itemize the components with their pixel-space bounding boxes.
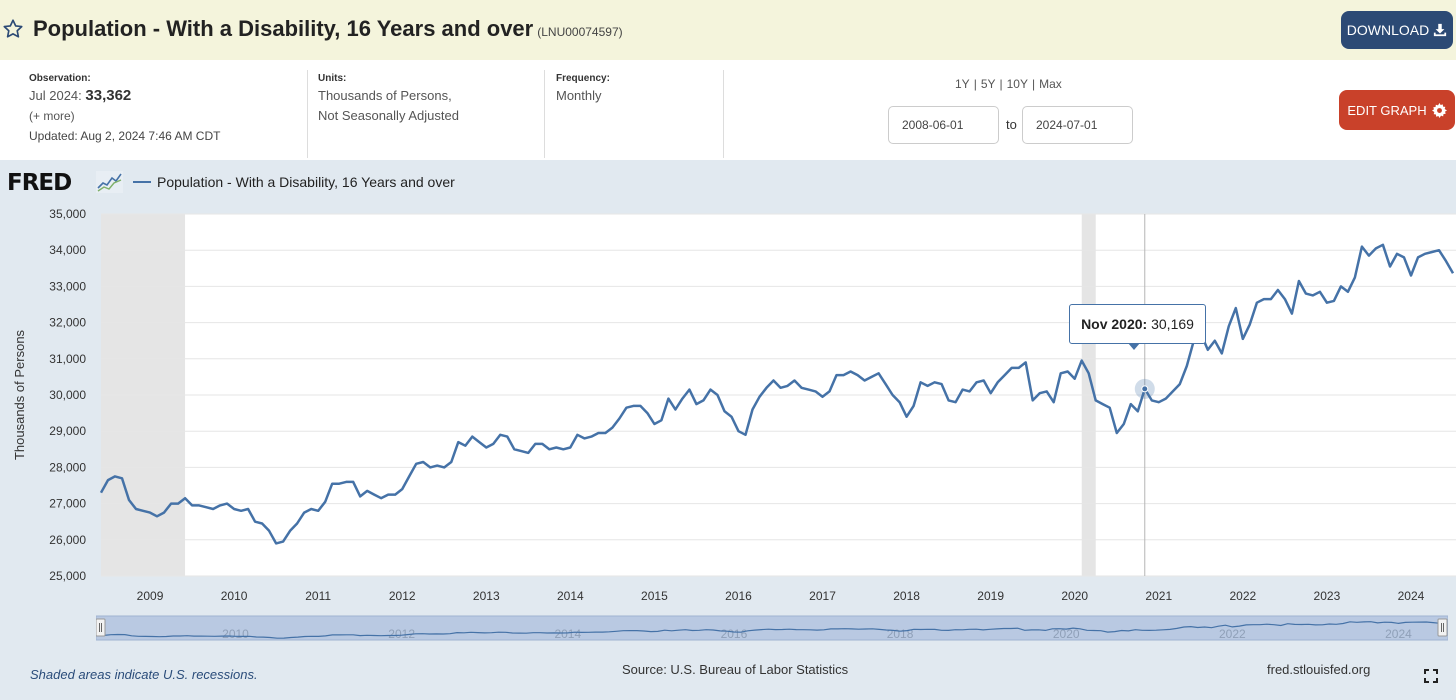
x-tick-label: 2017 [809, 589, 836, 603]
y-tick-label: 32,000 [49, 316, 86, 330]
x-tick-label: 2011 [305, 589, 331, 603]
recession-note: Shaded areas indicate U.S. recessions. [30, 667, 258, 682]
y-tick-label: 29,000 [49, 424, 86, 438]
range-1y[interactable]: 1Y [955, 77, 970, 91]
series-id: (LNU00074597) [537, 25, 623, 39]
x-tick-label: 2024 [1398, 589, 1425, 603]
title-bar: Population - With a Disability, 16 Years… [0, 0, 1456, 60]
range-10y[interactable]: 10Y [1006, 77, 1028, 91]
range-links: 1Y | 5Y | 10Y | Max [955, 77, 1062, 91]
x-tick-label: 2019 [977, 589, 1004, 603]
tooltip-pointer [1128, 343, 1140, 350]
navigator-tick-label: 2012 [388, 627, 415, 641]
navigator-tick-label: 2020 [1053, 627, 1080, 641]
navigator-line [103, 621, 1441, 639]
y-axis-title: Thousands of Persons [12, 329, 27, 460]
frequency-block: Frequency: Monthly [556, 70, 724, 158]
line-chart[interactable]: 25,000 26,000 27,000 28,000 29,000 30,000 31,0… [0, 196, 1456, 608]
y-tick-label: 25,000 [49, 569, 86, 583]
tooltip-label: Nov 2020: [1081, 316, 1148, 332]
y-tick-label: 34,000 [49, 243, 86, 257]
x-tick-label: 2022 [1229, 589, 1256, 603]
observation-block: Observation: Jul 2024: 33,362 (+ more) U… [29, 70, 308, 158]
source-text: Source: U.S. Bureau of Labor Statistics [622, 662, 849, 677]
y-tick-label: 27,000 [49, 497, 86, 511]
y-tick-label: 33,000 [49, 279, 86, 293]
site-link[interactable]: fred.stlouisfed.org [1267, 662, 1371, 677]
x-tick-label: 2014 [557, 589, 584, 603]
download-label: DOWNLOAD [1346, 22, 1430, 38]
x-tick-label: 2012 [389, 589, 416, 603]
legend-swatch [133, 181, 151, 183]
tooltip-value: 30,169 [1151, 316, 1194, 332]
start-date-input[interactable] [888, 106, 999, 144]
fred-logo[interactable]: FRED [7, 170, 72, 196]
download-icon [1434, 23, 1447, 37]
download-button[interactable]: DOWNLOAD [1341, 11, 1453, 49]
x-tick-label: 2010 [221, 589, 248, 603]
legend-label: Population - With a Disability, 16 Years… [157, 174, 455, 190]
navigator-handle-left[interactable] [96, 618, 106, 637]
y-tick-label: 30,000 [49, 388, 86, 402]
legend: Population - With a Disability, 16 Years… [133, 174, 455, 190]
metadata-bar: Observation: Jul 2024: 33,362 (+ more) U… [0, 60, 1456, 160]
navigator-tick-label: 2018 [887, 627, 914, 641]
units-line-2: Not Seasonally Adjusted [318, 108, 459, 123]
end-date-input[interactable] [1022, 106, 1133, 144]
y-tick-label: 35,000 [49, 207, 86, 221]
page-title: Population - With a Disability, 16 Years… [33, 16, 623, 42]
more-link[interactable]: (+ more) [29, 109, 75, 123]
frequency-label: Frequency: [556, 73, 610, 84]
navigator-tick-label: 2022 [1219, 627, 1246, 641]
navigator-tick-label: 2014 [554, 627, 581, 641]
gear-icon [1431, 102, 1447, 118]
x-tick-label: 2015 [641, 589, 668, 603]
to-label: to [1006, 117, 1017, 132]
x-tick-label: 2020 [1061, 589, 1088, 603]
edit-graph-button[interactable]: EDIT GRAPH [1339, 90, 1455, 130]
x-tick-label: 2018 [893, 589, 920, 603]
navigator-tick-label: 2024 [1385, 627, 1412, 641]
range-5y[interactable]: 5Y [980, 77, 996, 91]
x-tick-label: 2016 [725, 589, 752, 603]
observation-date: Jul 2024: [29, 88, 82, 103]
frequency-value: Monthly [556, 88, 602, 103]
fullscreen-icon[interactable] [1424, 669, 1438, 683]
y-tick-label: 31,000 [49, 352, 86, 366]
x-tick-label: 2021 [1145, 589, 1172, 603]
observation-row: Jul 2024: 33,362 [29, 86, 307, 106]
x-tick-label: 2009 [137, 589, 164, 603]
range-navigator[interactable]: 2010 2012 2014 2016 2018 2020 2022 2024 [96, 614, 1448, 642]
edit-graph-label: EDIT GRAPH [1347, 102, 1427, 118]
y-tick-label: 26,000 [49, 533, 86, 547]
observation-value: 33,362 [85, 87, 132, 104]
navigator-handle-right[interactable] [1437, 618, 1448, 637]
chart-tooltip: Nov 2020: 30,169 [1069, 304, 1206, 344]
updated-text: Updated: Aug 2, 2024 7:46 AM CDT [29, 129, 221, 143]
y-tick-label: 28,000 [49, 460, 86, 474]
line-chart-icon [96, 171, 123, 193]
observation-label: Observation: [29, 73, 91, 84]
navigator-tick-label: 2010 [222, 627, 249, 641]
star-icon[interactable] [2, 18, 24, 40]
series-line [99, 243, 1455, 545]
series-title: Population - With a Disability, 16 Years… [33, 16, 534, 41]
hover-point [1141, 385, 1149, 393]
units-label: Units: [318, 73, 347, 84]
x-tick-label: 2023 [1314, 589, 1341, 603]
range-max[interactable]: Max [1039, 77, 1062, 91]
units-block: Units: Thousands of Persons, Not Seasona… [318, 70, 545, 158]
x-tick-label: 2013 [473, 589, 500, 603]
units-line-1: Thousands of Persons, [318, 88, 452, 103]
navigator-tick-label: 2016 [721, 627, 748, 641]
